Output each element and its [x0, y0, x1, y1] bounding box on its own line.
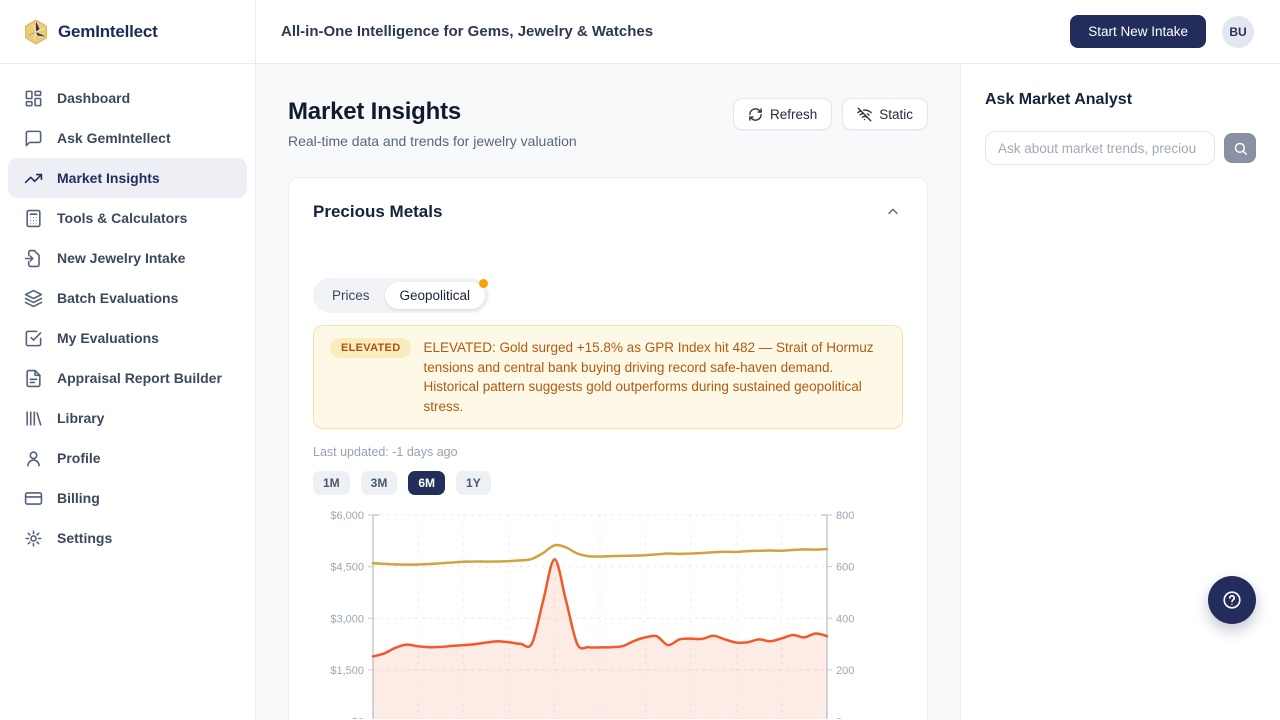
svg-text:200: 200	[836, 665, 854, 677]
brand-name: GemIntellect	[58, 21, 158, 41]
page-subtitle: Real-time data and trends for jewelry va…	[288, 133, 577, 149]
user-icon	[24, 449, 43, 468]
credit-card-icon	[24, 489, 43, 508]
sidebar-item-new-jewelry-intake[interactable]: New Jewelry Intake	[8, 238, 247, 278]
metals-tab-group: Prices Geopolitical	[313, 278, 490, 313]
chat-icon	[24, 129, 43, 148]
sidebar-item-ask-gemintellect[interactable]: Ask GemIntellect	[8, 118, 247, 158]
sidebar-item-profile[interactable]: Profile	[8, 438, 247, 478]
wifi-off-icon	[857, 107, 873, 121]
layers-icon	[24, 289, 43, 308]
library-icon	[24, 409, 43, 428]
range-1y-button[interactable]: 1Y	[456, 471, 491, 495]
collapse-card-button[interactable]	[883, 202, 903, 222]
right-panel-title: Ask Market Analyst	[985, 91, 1133, 108]
main-content: Market Insights Real-time data and trend…	[256, 64, 960, 720]
svg-text:400: 400	[836, 613, 854, 625]
svg-text:$0: $0	[352, 717, 364, 720]
refresh-button[interactable]: Refresh	[732, 98, 833, 130]
precious-metals-chart: $6,000 $4,500 $3,000 $1,500 $0 800 600 400 200 0	[330, 510, 854, 720]
svg-text:0: 0	[836, 717, 842, 720]
sidebar-item-appraisal-report-builder[interactable]: Appraisal Report Builder	[8, 358, 247, 398]
range-6m-button[interactable]: 6M	[408, 471, 446, 495]
help-fab-button[interactable]	[1208, 576, 1256, 624]
sidebar-item-library[interactable]: Library	[8, 398, 247, 438]
tab-prices[interactable]: Prices	[317, 282, 385, 309]
refresh-icon	[749, 107, 762, 121]
help-circle-icon	[1223, 591, 1241, 609]
card-title: Precious Metals	[313, 202, 443, 221]
alert-message: ELEVATED: Gold surged +15.8% as GPR Inde…	[423, 340, 874, 414]
sidebar-item-batch-evaluations[interactable]: Batch Evaluations	[8, 278, 247, 318]
page-title: Market Insights	[288, 98, 462, 125]
start-new-intake-button[interactable]: Start New Intake	[1070, 15, 1206, 48]
sidebar-item-settings[interactable]: Settings	[8, 518, 247, 558]
svg-text:$4,500: $4,500	[330, 562, 364, 574]
sidebar-item-billing[interactable]: Billing	[8, 478, 247, 518]
app-tagline: All-in-One Intelligence for Gems, Jewelr…	[281, 23, 654, 40]
sidebar-item-my-evaluations[interactable]: My Evaluations	[8, 318, 247, 358]
gear-icon	[24, 529, 43, 548]
precious-metals-card: Precious Metals Prices Geopolitical ELEV…	[288, 177, 928, 720]
svg-text:$3,000: $3,000	[330, 613, 364, 625]
range-1m-button[interactable]: 1M	[313, 471, 350, 495]
file-text-icon	[24, 369, 43, 388]
avatar[interactable]: BU	[1222, 15, 1254, 48]
chart-area: $6,000 $4,500 $3,000 $1,500 $0 800 600 400 200 0	[313, 507, 903, 720]
tab-geopolitical[interactable]: Geopolitical	[384, 279, 489, 309]
range-3m-button[interactable]: 3M	[360, 471, 398, 495]
sidebar-item-tools-calculators[interactable]: Tools & Calculators	[8, 198, 247, 238]
brand-area: GemIntellect	[0, 0, 256, 64]
search-icon	[1234, 142, 1247, 155]
svg-text:$6,000: $6,000	[330, 510, 364, 522]
alert-dot-badge	[479, 279, 489, 288]
trending-up-icon	[24, 169, 43, 188]
top-header: All-in-One Intelligence for Gems, Jewelr…	[256, 0, 1280, 64]
dashboard-icon	[24, 89, 43, 108]
last-updated-text: Last updated: -1 days ago	[313, 445, 458, 459]
analyst-search-button[interactable]	[1224, 133, 1256, 163]
calculator-icon	[24, 209, 43, 228]
gem-logo-icon	[25, 18, 47, 45]
svg-text:600: 600	[836, 562, 854, 574]
geopolitical-alert: ELEVATED ELEVATED: Gold surged +15.8% as…	[313, 325, 903, 429]
alert-level-badge: ELEVATED	[330, 338, 412, 358]
analyst-question-input[interactable]	[985, 131, 1215, 165]
sidebar-item-market-insights[interactable]: Market Insights	[8, 158, 247, 198]
sidebar: Dashboard Ask GemIntellect Market Insigh…	[0, 64, 256, 720]
svg-text:$1,500: $1,500	[330, 665, 364, 677]
file-import-icon	[24, 249, 43, 268]
svg-text:800: 800	[836, 510, 854, 522]
time-range-group: 1M 3M 6M 1Y	[313, 471, 903, 495]
sidebar-item-dashboard[interactable]: Dashboard	[8, 78, 247, 118]
check-square-icon	[24, 329, 43, 348]
static-mode-button[interactable]: Static	[842, 98, 928, 130]
chevron-up-icon	[888, 208, 898, 215]
